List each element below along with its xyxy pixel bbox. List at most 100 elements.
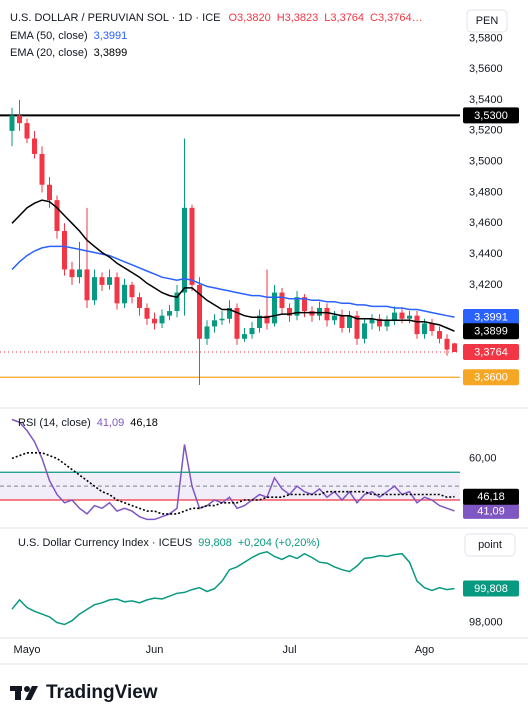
series-price-label-box [463, 309, 519, 326]
candle-body [257, 315, 262, 328]
candle-body [347, 315, 352, 328]
candle-body [114, 277, 120, 304]
x-tick-label: Ago [415, 644, 435, 656]
series-line [11, 418, 455, 521]
series-price-label-box [463, 488, 519, 505]
legend-value: 46,18 [130, 417, 158, 429]
candle-body [9, 115, 15, 131]
last-price-label: 3,3764 [474, 346, 508, 358]
candle-body [279, 292, 285, 308]
legend-value: 99,808 [198, 537, 232, 549]
chart-title: U.S. Dollar Currency Index · ICEUS [18, 537, 192, 549]
candle-body [129, 284, 135, 298]
candle-body [437, 331, 442, 339]
candle-body [54, 200, 60, 231]
series-line [11, 245, 455, 318]
ohlc-label: L3,3764 [324, 12, 364, 24]
legend-name: EMA (50, close) [10, 30, 88, 42]
candle-body [422, 323, 427, 335]
brand-name: TradingView [46, 682, 158, 703]
candle-body [212, 320, 217, 327]
y-tick-label: 3,5600 [469, 63, 503, 75]
candle-body [407, 315, 412, 319]
candle-body [324, 307, 330, 321]
candle-body [377, 318, 382, 327]
candle-body [137, 297, 142, 308]
candle-body [77, 269, 82, 278]
candle-body [309, 311, 315, 316]
candle-body [189, 207, 195, 285]
y-tick-label: 3,5000 [469, 156, 503, 168]
legend-value: 3,3899 [94, 47, 128, 59]
candle-body [294, 297, 300, 316]
candle-body [452, 343, 457, 353]
candle-body [32, 138, 37, 154]
y-tick-label: 3,5800 [469, 32, 503, 44]
candle-body [339, 315, 345, 328]
candle-body [167, 311, 172, 316]
unit-label: point [478, 539, 502, 551]
candle-body [392, 312, 397, 321]
series-line [11, 452, 455, 515]
candle-body [219, 318, 225, 321]
level-band [0, 472, 460, 501]
candle-body [174, 292, 180, 312]
candle-body [264, 315, 270, 324]
candle-body [99, 277, 105, 285]
candle-body [24, 123, 30, 139]
candle-body [287, 307, 292, 316]
candle-body [272, 292, 277, 324]
series-line [11, 199, 455, 332]
candle-body [197, 284, 202, 339]
candle-body [384, 320, 390, 327]
candle-body [234, 307, 240, 339]
currency: PEN [476, 15, 499, 27]
chart-title: U.S. DOLLAR / PERUVIAN SOL · 1D · ICE [10, 12, 220, 24]
candle-body [107, 277, 112, 285]
candle-body [204, 326, 210, 339]
y-tick-label: 3,4800 [469, 186, 503, 198]
candle-body [47, 184, 52, 201]
candle-body [414, 315, 420, 335]
y-tick-label: 3,4600 [469, 217, 503, 229]
series-price-label: 3,3991 [474, 311, 508, 323]
hline-label: 3,5300 [474, 110, 508, 122]
candle-body [84, 269, 90, 301]
y-tick-label: 98,000 [469, 617, 503, 629]
y-tick-label: 60,00 [469, 452, 497, 464]
hline-label: 3,3600 [474, 372, 508, 384]
candle-body [159, 315, 165, 324]
candle-body [369, 318, 375, 324]
hline-label-box [463, 369, 519, 386]
hline-label-box [463, 107, 519, 124]
candle-body [242, 334, 247, 339]
series-price-label-box [463, 580, 519, 597]
ohlc-label: C3,3764… [370, 12, 423, 24]
legend-value: 3,3991 [94, 30, 128, 42]
y-tick-label: 3,5400 [469, 94, 503, 106]
candle-body [182, 207, 187, 293]
series-line [11, 550, 455, 626]
candle-body [249, 327, 255, 335]
series-price-label: 3,3899 [474, 326, 508, 338]
last-price-label-box [463, 344, 519, 361]
candle-body [317, 307, 322, 316]
candle-body [399, 312, 405, 319]
legend-value: 41,09 [97, 417, 125, 429]
candle-body [144, 307, 150, 319]
currency-box [466, 9, 508, 33]
candle-body [227, 307, 232, 319]
ohlc-label: O3,3820 [228, 12, 270, 24]
candle-body [429, 323, 435, 332]
candle-body [354, 315, 360, 339]
candle-body [302, 297, 307, 312]
x-tick-label: Jun [146, 644, 164, 656]
candle-body [17, 115, 22, 124]
candle-body [69, 269, 75, 278]
y-tick-label: 3,5200 [469, 125, 503, 137]
candle-body [122, 284, 127, 304]
series-price-label: 41,09 [477, 505, 505, 517]
legend-name: EMA (20, close) [10, 47, 88, 59]
change-label: +0,204 (+0,20%) [238, 537, 320, 549]
